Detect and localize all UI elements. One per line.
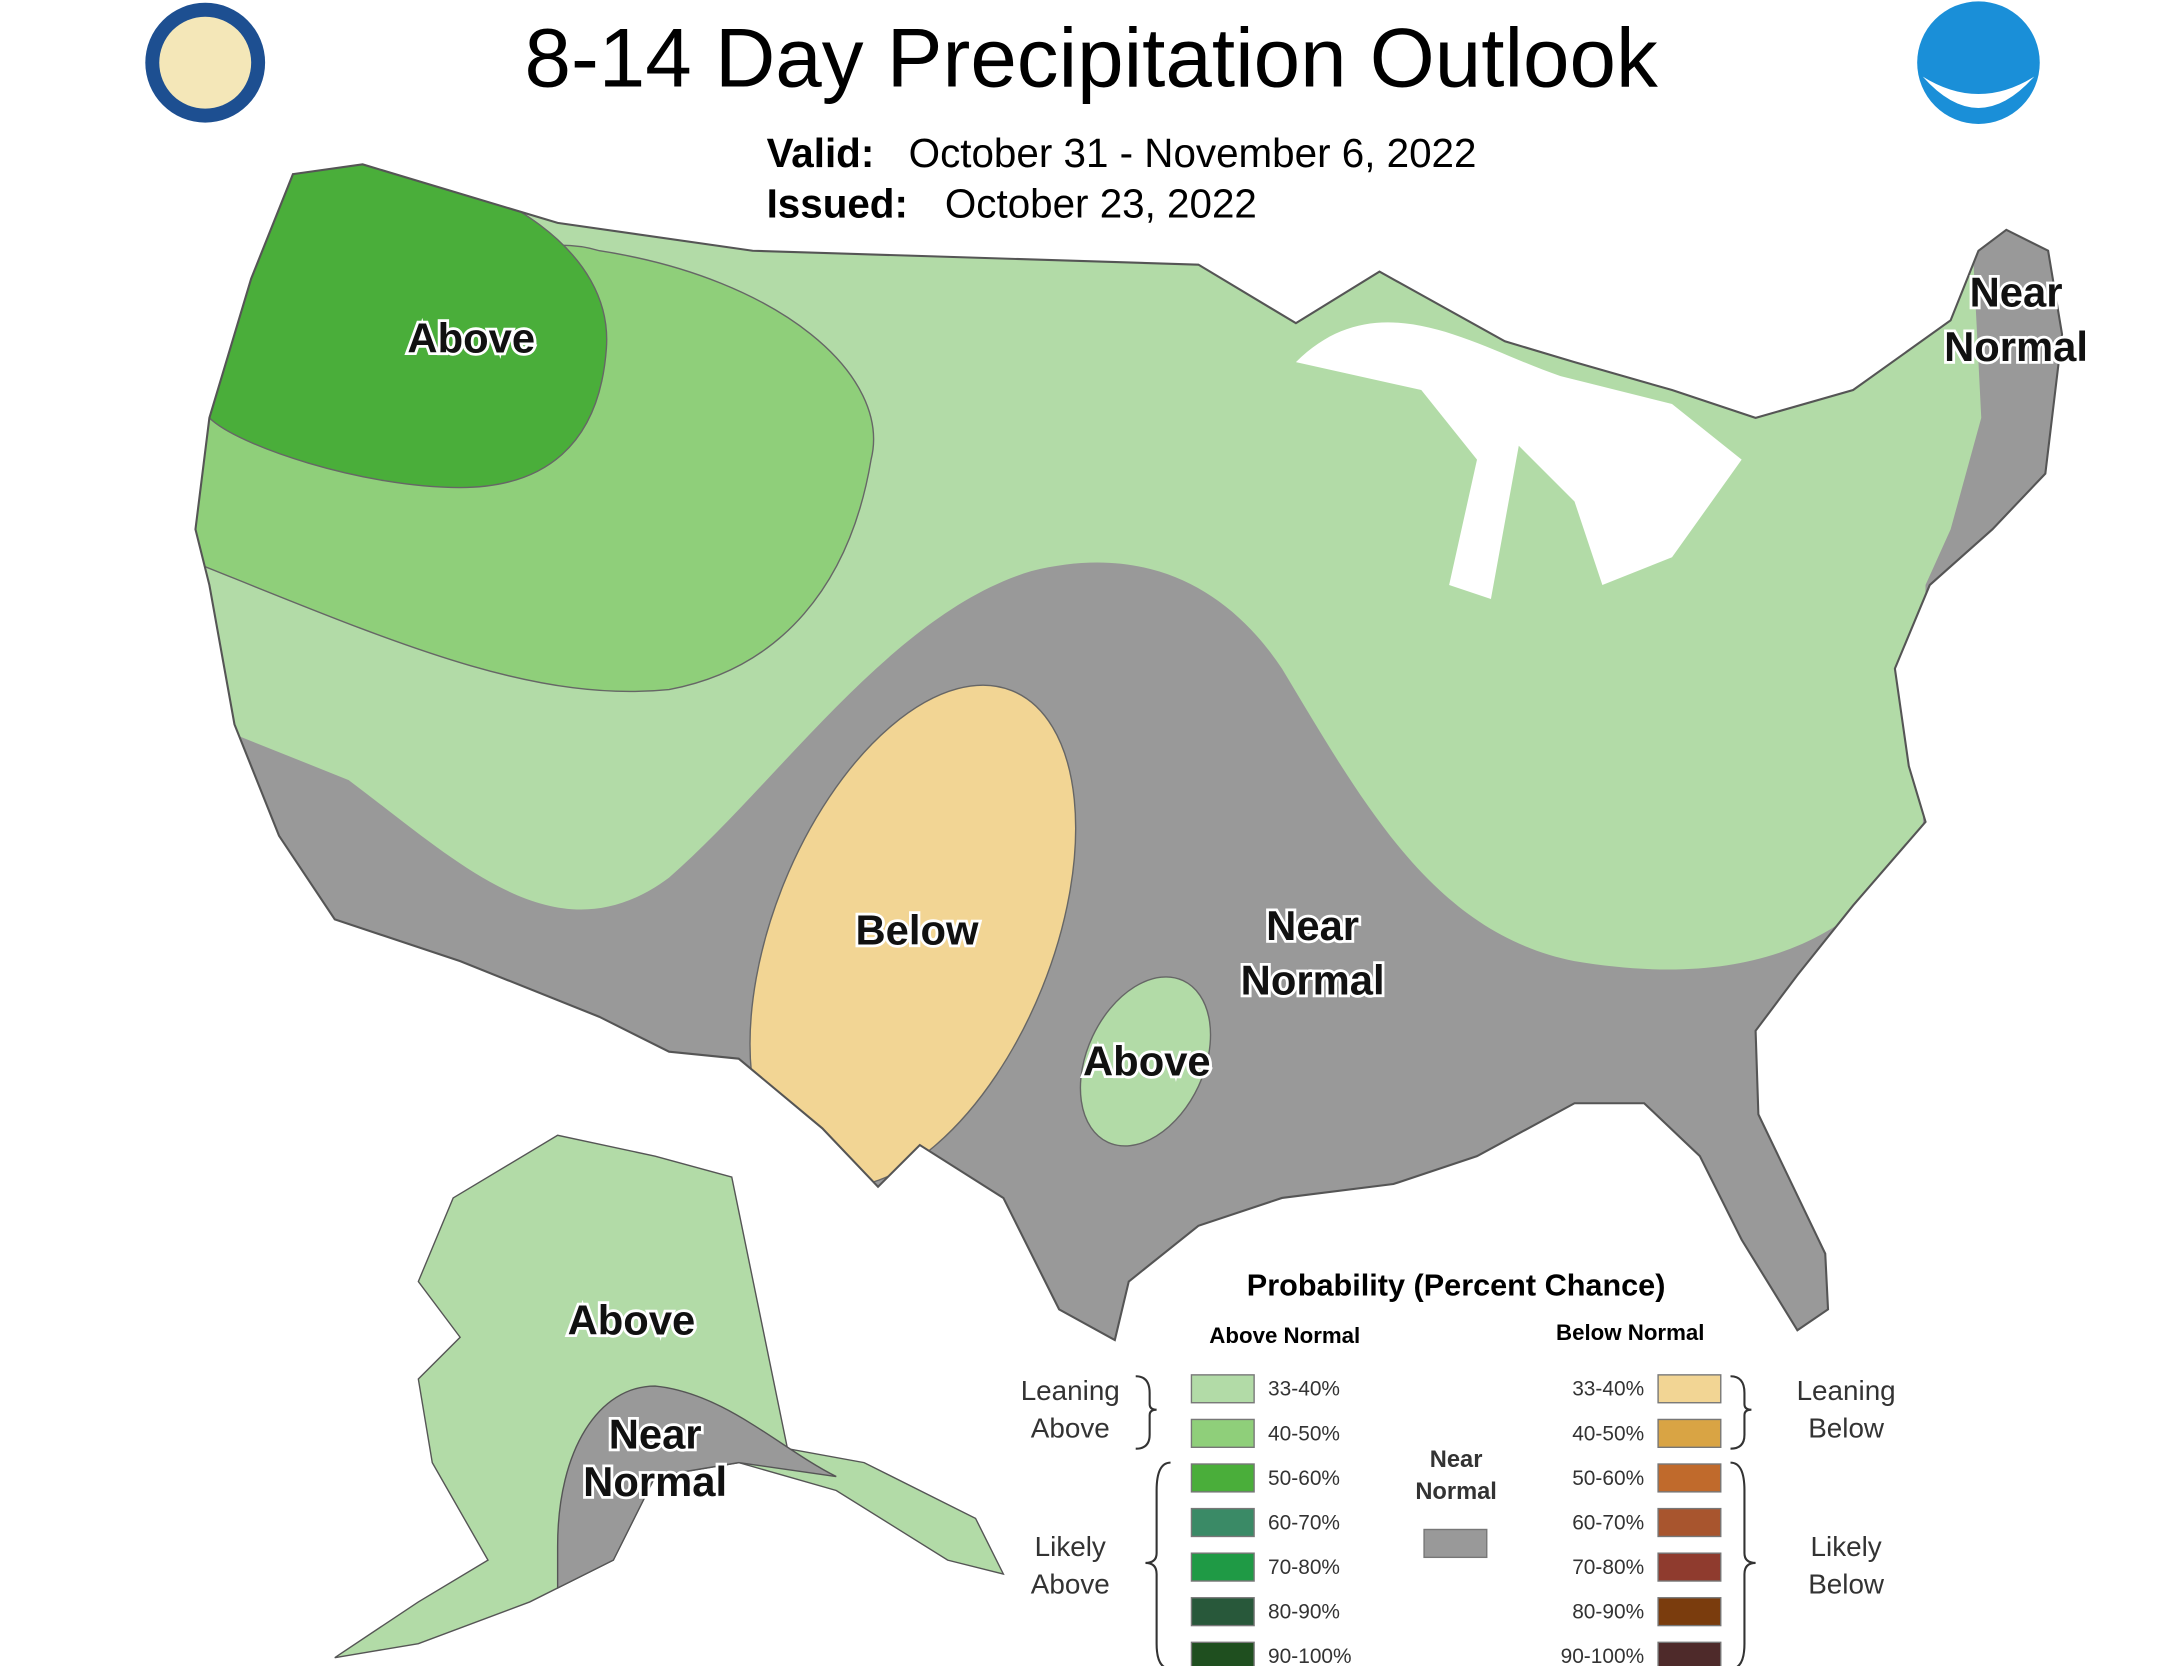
conus-outline (194, 163, 2064, 1342)
legend-header: Above Normal (1209, 1323, 1360, 1348)
legend-swatch (1657, 1507, 1722, 1538)
legend-group-label: Likely (1035, 1531, 1106, 1562)
great-lakes (1295, 322, 1742, 599)
region-label: Near (1266, 902, 1359, 949)
issued-label: Issued: (767, 180, 908, 226)
region-label: Near (609, 1411, 702, 1458)
valid-label: Valid: (767, 130, 875, 176)
noaa-wave (1922, 76, 2035, 108)
legend-swatch (1190, 1374, 1255, 1404)
legend-swatch (1190, 1463, 1255, 1493)
legend-group-label: Likely (1811, 1531, 1882, 1562)
legend-range: 50-60% (1268, 1467, 1340, 1490)
legend-near-normal: Near (1430, 1447, 1483, 1473)
legend-swatch (1657, 1374, 1722, 1404)
legend-swatch (1657, 1418, 1722, 1448)
legend-range: 60-70% (1572, 1511, 1644, 1534)
legend-group-label: Above (1031, 1413, 1110, 1444)
legend: Probability (Percent Chance) Above Normal… (1021, 1268, 1896, 1666)
legend-range: 50-60% (1572, 1467, 1644, 1490)
legend-swatch (1190, 1641, 1255, 1666)
legend-swatch (1657, 1552, 1722, 1582)
region-label: Normal (583, 1458, 727, 1505)
region-label: Above (407, 314, 535, 361)
legend-swatch (1190, 1552, 1255, 1582)
legend-range: 90-100% (1561, 1645, 1645, 1666)
legend-swatch (1190, 1418, 1255, 1448)
legend-group-label: Below (1808, 1569, 1885, 1600)
legend-range: 70-80% (1268, 1556, 1340, 1579)
legend-group-label: Leaning (1021, 1375, 1120, 1406)
legend-range: 70-80% (1572, 1556, 1644, 1579)
legend-swatch (1190, 1507, 1255, 1538)
legend-swatch (1423, 1528, 1488, 1559)
legend-range: 33-40% (1572, 1378, 1644, 1401)
legend-range: 90-100% (1268, 1645, 1352, 1666)
legend-range: 33-40% (1268, 1378, 1340, 1401)
region-label: Normal (1944, 323, 2088, 370)
region-label: Normal (1241, 957, 1385, 1004)
legend-range: 80-90% (1572, 1601, 1644, 1624)
region-label: Above (568, 1296, 696, 1343)
region-label: Above (1083, 1037, 1211, 1084)
region-label: Below (856, 906, 980, 953)
legend-near-normal: Normal (1415, 1479, 1497, 1505)
legend-range: 60-70% (1268, 1511, 1340, 1534)
valid-date: October 31 - November 6, 2022 (909, 130, 1477, 176)
region-label: Near (1970, 268, 2063, 315)
legend-range: 40-50% (1572, 1422, 1644, 1445)
legend-swatch (1657, 1597, 1722, 1627)
legend-swatch (1657, 1463, 1722, 1493)
legend-range: 40-50% (1268, 1422, 1340, 1445)
issued-date: October 23, 2022 (945, 180, 1257, 226)
title: 8-14 Day Precipitation Outlook (524, 10, 1658, 104)
above-33-40-tx (1079, 976, 1212, 1147)
alaska-near-normal (556, 1385, 837, 1590)
legend-swatch (1190, 1597, 1255, 1627)
legend-group-label: Above (1031, 1569, 1110, 1600)
legend-range: 80-90% (1268, 1601, 1340, 1624)
legend-group-label: Below (1808, 1413, 1885, 1444)
legend-group-label: Leaning (1797, 1375, 1896, 1406)
doc-seal-inner (159, 16, 252, 109)
legend-header: Below Normal (1556, 1320, 1704, 1345)
legend-swatch (1657, 1641, 1722, 1666)
legend-title: Probability (Percent Chance) (1247, 1268, 1666, 1302)
